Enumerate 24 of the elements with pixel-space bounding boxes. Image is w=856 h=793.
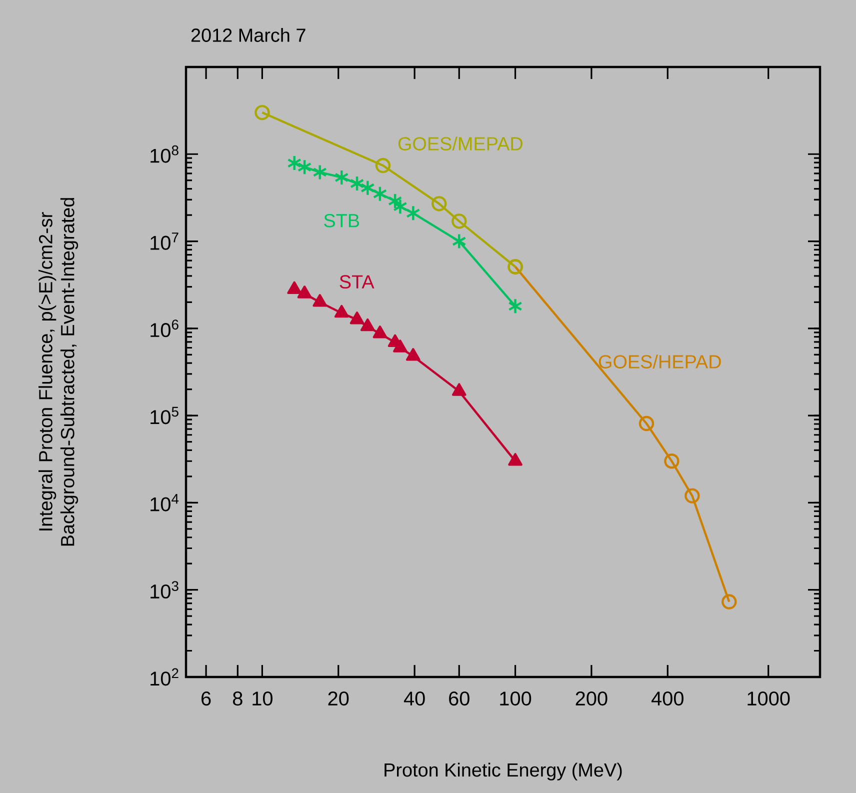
y-tick-label: 10$^{8}$ <box>150 145 178 163</box>
y-tick-label: 10$^{3}$ <box>150 581 178 599</box>
series-label: GOES/MEPAD <box>398 136 522 150</box>
x-tick-label: 10 <box>252 692 272 706</box>
x-tick-label: 200 <box>576 692 608 706</box>
x-tick-label: 60 <box>449 692 470 706</box>
y-tick-label: 10$^{6}$ <box>150 320 178 338</box>
x-tick-label: 6 <box>202 692 211 706</box>
chart-title: 2012 March 7 <box>191 28 306 42</box>
series-label: GOES/HEPAD <box>598 354 721 368</box>
y-tick-label: 10$^{5}$ <box>150 406 178 424</box>
x-tick-label: 400 <box>651 692 684 706</box>
y-tick-label: 10$^{4}$ <box>150 494 179 512</box>
y-tick-label: 10$^{7}$ <box>150 232 178 250</box>
x-tick-label: 1000 <box>748 692 790 706</box>
x-tick-label: 100 <box>500 692 532 706</box>
x-tick-label: 40 <box>404 692 425 706</box>
x-axis-title: Proton Kinetic Energy (MeV) <box>384 762 622 780</box>
series-label: STA <box>340 275 374 289</box>
y-tick-label: 10$^{2}$ <box>150 668 178 686</box>
series-label: STB <box>324 214 360 228</box>
x-tick-label: 20 <box>328 692 349 706</box>
y-axis-title: Integral Proton Fluence, p(>E)/cm2-sr Background-Subtracted, Event-Integrated <box>38 198 78 546</box>
x-tick-label: 8 <box>232 692 242 706</box>
